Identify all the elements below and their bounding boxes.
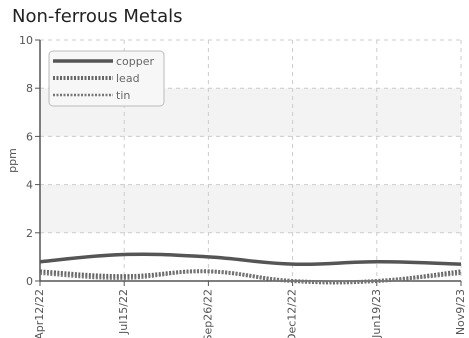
y-axis-title: ppm bbox=[6, 148, 19, 173]
y-tick-label: 10 bbox=[19, 34, 33, 47]
y-tick-label: 6 bbox=[26, 130, 33, 143]
chart-title: Non-ferrous Metals bbox=[12, 6, 183, 27]
y-tick-label: 2 bbox=[26, 227, 33, 240]
x-tick-label: Jul15/22 bbox=[117, 289, 130, 335]
y-tick-label: 0 bbox=[26, 275, 33, 288]
legend-label-tin: tin bbox=[116, 89, 130, 102]
x-tick-label: Jun19/23 bbox=[370, 289, 383, 338]
x-tick-label: Sep26/22 bbox=[201, 289, 214, 338]
y-tick-label: 8 bbox=[26, 82, 33, 95]
chart-legend: copper lead tin bbox=[48, 50, 165, 107]
series-line-copper bbox=[39, 252, 462, 267]
y-tick-label: 4 bbox=[26, 179, 33, 192]
series-line-tin bbox=[39, 270, 462, 284]
x-tick-label: Apr12/22 bbox=[33, 289, 46, 338]
x-tick-label: Nov9/23 bbox=[454, 289, 467, 335]
legend-label-lead: lead bbox=[116, 72, 140, 85]
legend-label-copper: copper bbox=[116, 55, 155, 68]
x-tick-label: Dec12/22 bbox=[286, 289, 299, 338]
grid-band bbox=[40, 184, 461, 233]
